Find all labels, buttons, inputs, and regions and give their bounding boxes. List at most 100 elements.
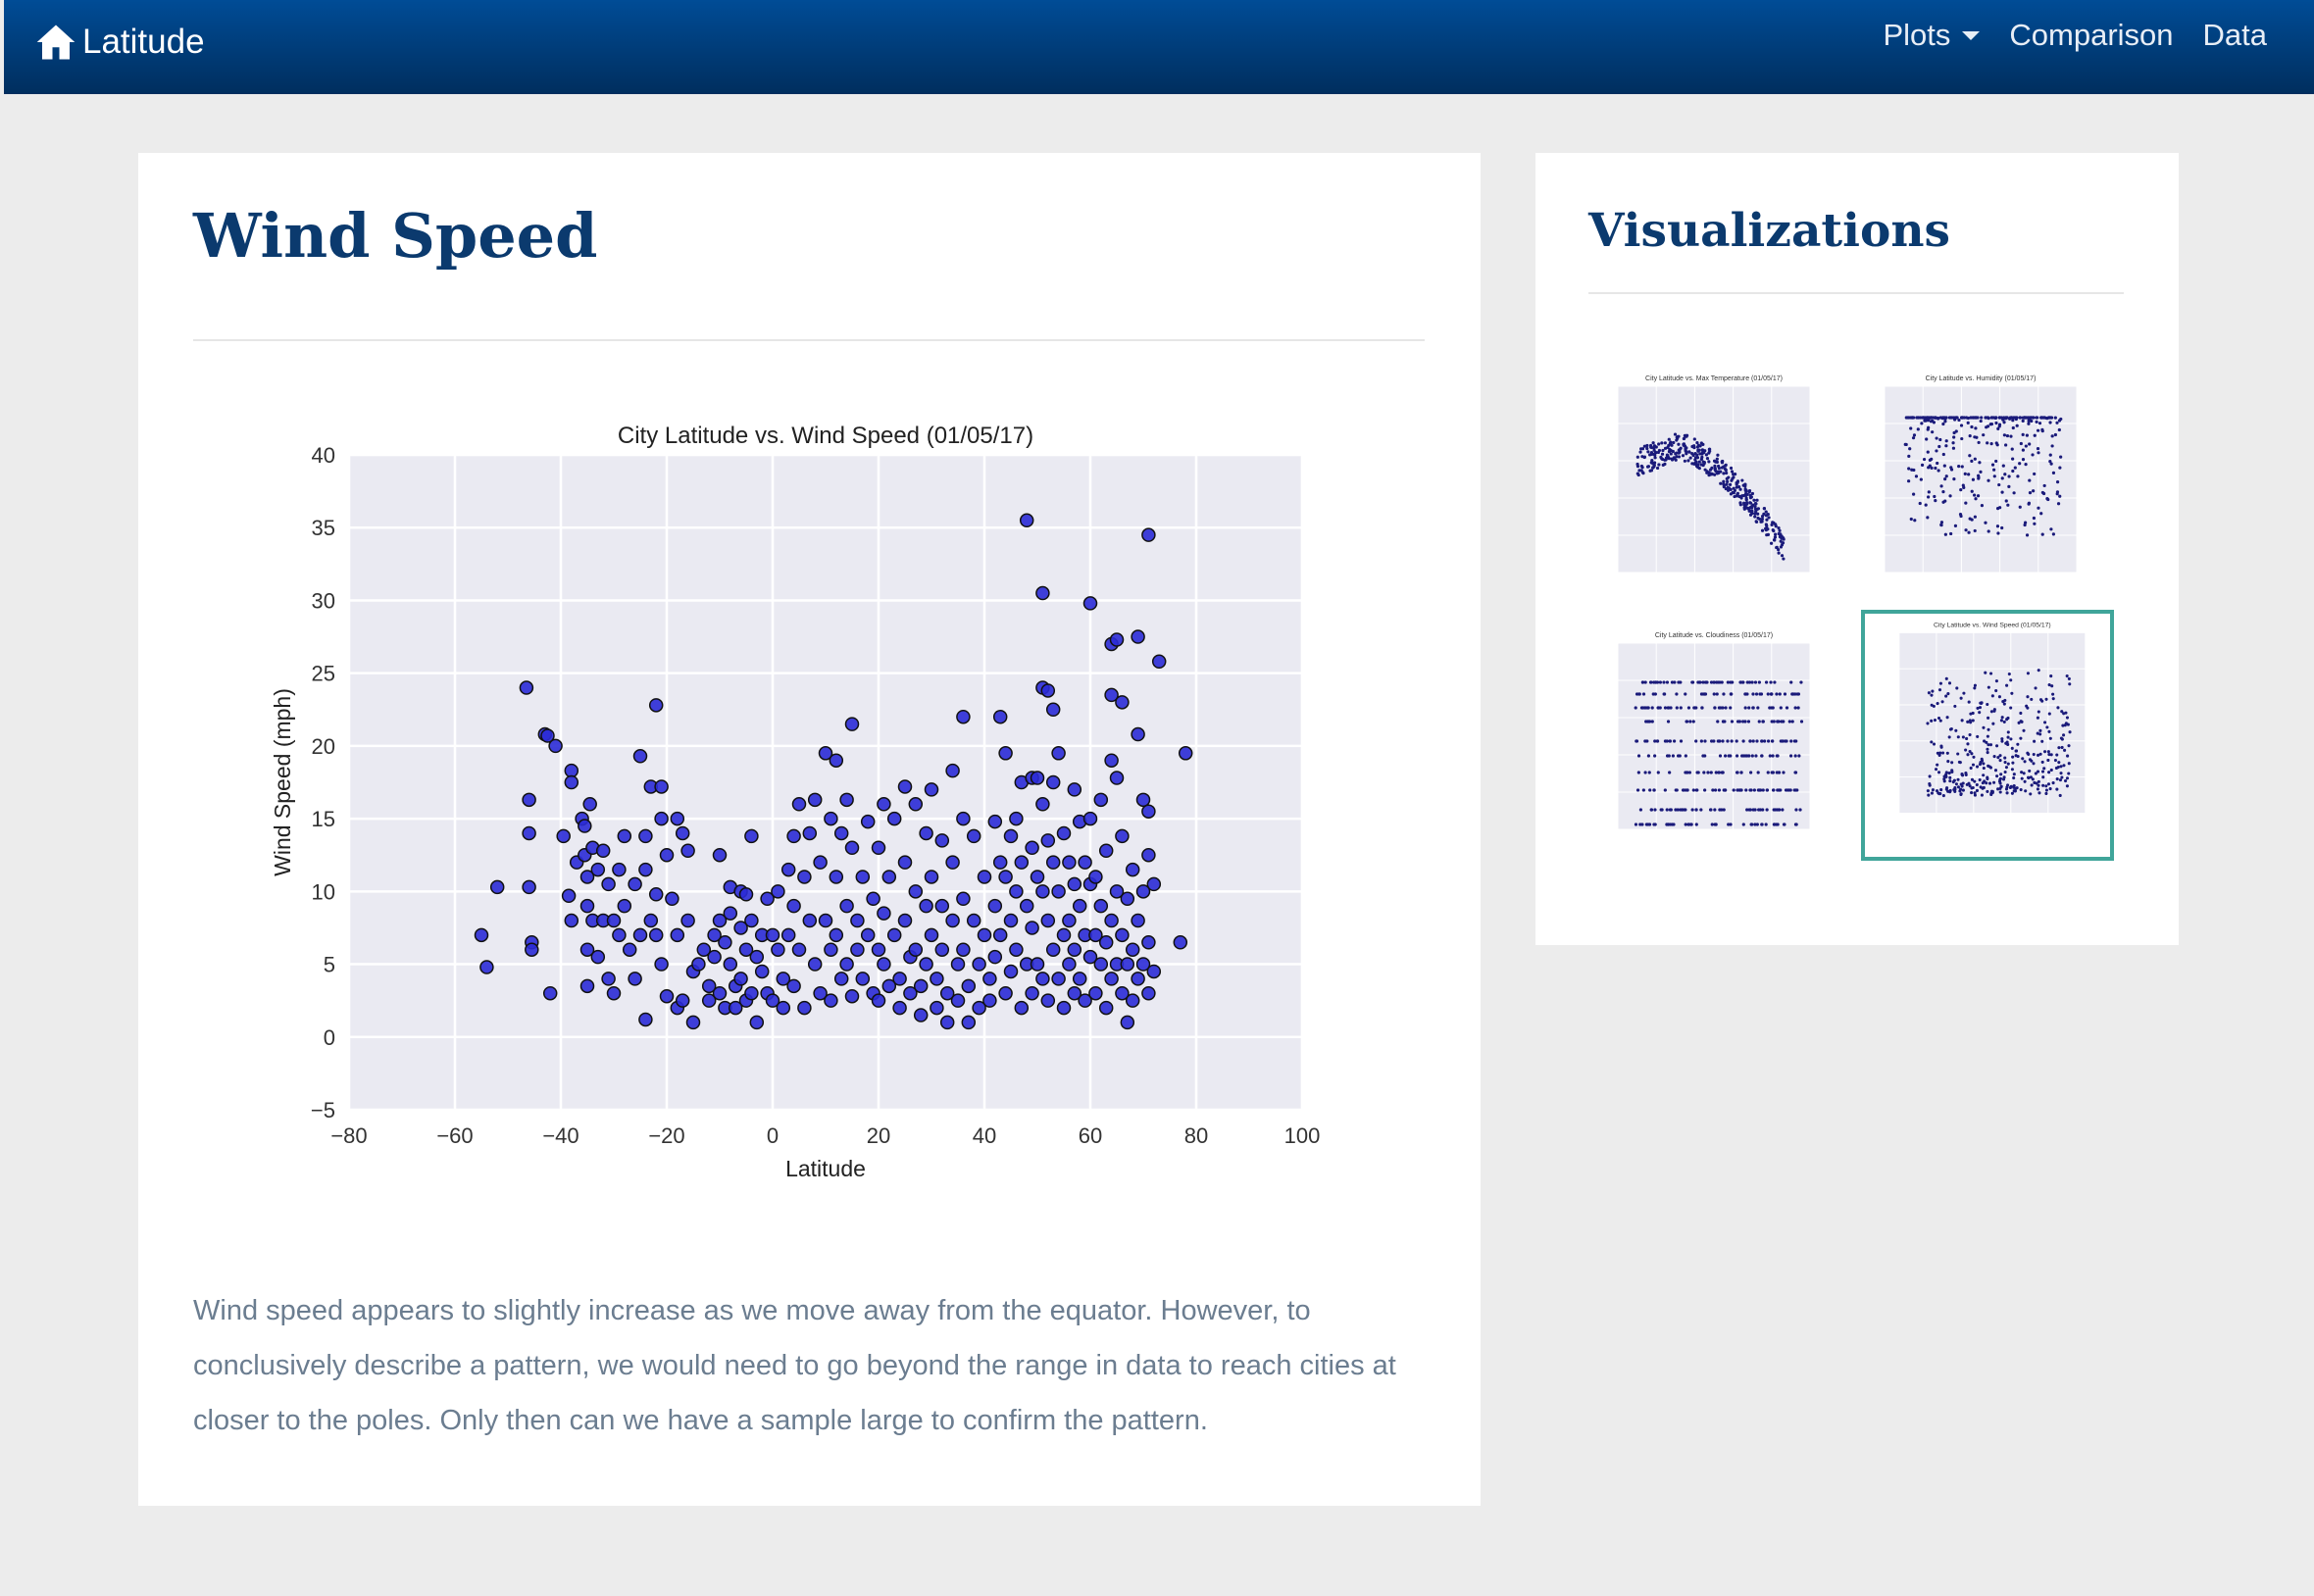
thumbnail-point (2011, 469, 2015, 474)
thumbnail-point (1712, 459, 1717, 463)
thumbnail-point (2028, 478, 2032, 482)
thumbnail-point (2005, 683, 2009, 687)
data-point (776, 1000, 791, 1016)
thumbnail-point (1920, 463, 1925, 467)
data-point (617, 898, 632, 914)
thumbnail-point (2007, 484, 2011, 488)
thumbnail-point (1677, 442, 1681, 446)
thumbnail-point (2009, 706, 2013, 710)
thumbnail-point (2008, 416, 2012, 420)
nav-plots-dropdown[interactable]: Plots (1883, 18, 1981, 53)
thumbnail-point (2006, 716, 2010, 721)
thumbnail-point (1968, 784, 1972, 788)
data-point (1040, 833, 1056, 848)
thumbnail-point (1692, 706, 1696, 710)
thumbnail-point (1656, 706, 1661, 710)
thumbnail-point (2024, 416, 2028, 420)
thumbnail-point (1712, 680, 1716, 684)
data-point (1104, 972, 1119, 986)
thumbnail-point (1638, 450, 1642, 454)
data-point (913, 978, 929, 994)
thumbnail-point (1997, 482, 2001, 487)
thumbnail-wind-speed[interactable]: City Latitude vs. Wind Speed (01/05/17) (1861, 610, 2114, 861)
thumbnail-point (1640, 455, 1644, 459)
data-point (595, 843, 611, 859)
thumbnail-point (1660, 441, 1664, 445)
thumbnail-point (1975, 765, 1980, 769)
thumbnail-point (2025, 433, 2029, 437)
thumbnail-point (1720, 461, 1725, 465)
thumbnail-point (1944, 474, 1948, 478)
thumbnail-point (1756, 771, 1760, 774)
thumbnail-point (1907, 467, 1911, 471)
thumbnail-point (1717, 739, 1721, 743)
thumbnail-point (1779, 545, 1784, 549)
thumbnail-point (2023, 521, 2028, 524)
thumbnail-point (1970, 424, 1974, 429)
thumbnail-point (1934, 499, 1937, 503)
thumbnail-point (2024, 444, 2028, 448)
thumbnail-point (1655, 466, 1660, 471)
data-point (754, 964, 770, 979)
thumbnail-point (1926, 722, 1930, 725)
thumbnail-point (1697, 680, 1701, 684)
thumbnail-point (1930, 466, 1934, 470)
thumbnail-point (1994, 459, 1998, 464)
thumbnail-point (2023, 523, 2027, 527)
thumbnail-point (1653, 453, 1657, 457)
data-point (670, 811, 685, 826)
thumbnail-point (1928, 783, 1932, 787)
data-point (1030, 771, 1045, 785)
brand-link[interactable]: Latitude (35, 16, 205, 69)
nav-comparison-link[interactable]: Comparison (2009, 18, 2174, 52)
thumbnail-point (1956, 752, 1960, 756)
data-point (924, 782, 939, 797)
nav-data-link[interactable]: Data (2202, 18, 2267, 52)
thumbnail-point (1753, 808, 1757, 812)
thumbnail-point (1959, 787, 1963, 791)
data-point (1120, 957, 1135, 972)
thumbnail-point (1726, 485, 1730, 489)
thumbnail-point (1790, 720, 1794, 723)
thumbnail-point (1674, 788, 1678, 792)
data-point (707, 949, 722, 965)
thumbnail-point (1782, 720, 1786, 723)
thumbnail-point (1992, 468, 1996, 472)
thumbnail-point (1947, 772, 1951, 775)
thumbnail-point (1741, 739, 1745, 743)
thumbnail-point (1707, 451, 1711, 455)
thumbnail-point (1672, 440, 1676, 445)
thumbnail-point (1981, 786, 1985, 790)
data-point (844, 988, 860, 1004)
data-point (579, 898, 595, 914)
data-point (871, 993, 886, 1008)
thumbnail-point (1933, 718, 1937, 723)
thumbnail-point (1669, 452, 1673, 456)
data-point (628, 972, 642, 986)
data-point (839, 792, 854, 808)
thumbnail-max-temperature[interactable]: City Latitude vs. Max Temperature (01/05… (1583, 367, 1836, 618)
thumbnail-point (1768, 754, 1772, 758)
data-point (1141, 985, 1156, 1001)
thumbnail-point (2016, 742, 2020, 746)
thumbnail-point (1673, 432, 1678, 436)
thumbnail-point (2016, 474, 2020, 478)
thumbnail-cloudiness[interactable]: City Latitude vs. Cloudiness (01/05/17) (1583, 623, 1836, 874)
thumbnail-title: City Latitude vs. Cloudiness (01/05/17) (1655, 632, 1773, 639)
thumbnail-point (1935, 789, 1939, 793)
thumbnail-point (1953, 789, 1957, 793)
thumbnail-point (2000, 525, 2004, 530)
data-point (1025, 840, 1039, 856)
data-point (950, 957, 966, 972)
thumbnail-point (1677, 680, 1681, 684)
data-point (1040, 993, 1056, 1008)
thumbnail-point (2059, 765, 2063, 769)
data-point (670, 927, 685, 943)
thumbnail-point (2059, 772, 2063, 775)
data-point (612, 927, 627, 943)
thumbnail-point (1685, 720, 1689, 723)
thumbnail-humidity[interactable]: City Latitude vs. Humidity (01/05/17) (1849, 367, 2102, 618)
thumbnail-point (1645, 446, 1649, 451)
thumbnail-point (2055, 492, 2059, 496)
thumbnail-point (1787, 720, 1791, 723)
